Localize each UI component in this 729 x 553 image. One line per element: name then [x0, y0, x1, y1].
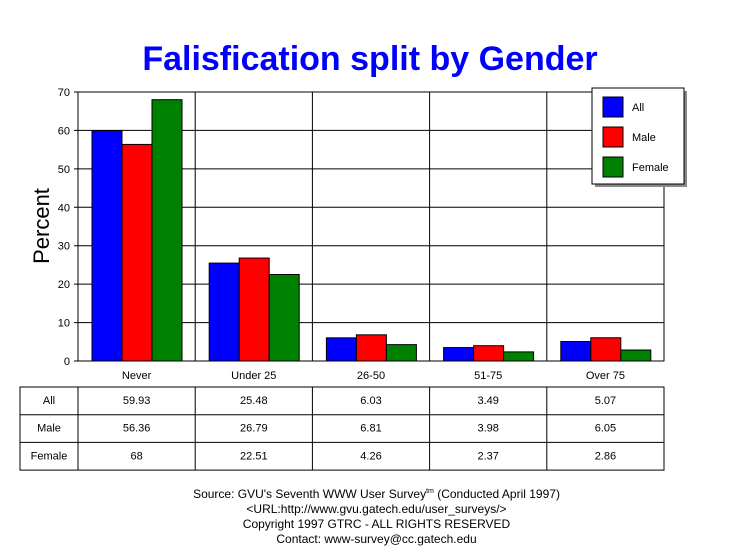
table-row-label: Male [37, 423, 61, 435]
tm-mark: tm [426, 488, 434, 495]
table-cell: 6.81 [360, 423, 381, 435]
bar-all [325, 337, 357, 362]
table-cell: 68 [130, 450, 142, 462]
y-tick-label: 60 [58, 125, 70, 137]
chart-title: Falisfication split by Gender [142, 40, 597, 78]
table-cell: 59.93 [123, 395, 151, 407]
data-table [19, 386, 665, 471]
legend-label-male: Male [632, 132, 656, 144]
table-cell: 56.36 [123, 423, 151, 435]
table-row-label: Female [31, 450, 68, 462]
bar-female [620, 349, 652, 362]
source-text: Source: GVU's Seventh WWW User Survey [193, 487, 427, 501]
bar-female [268, 273, 300, 362]
contact-text: Contact: www-survey@cc.gatech.edu [276, 532, 477, 546]
bar-all [560, 341, 592, 362]
x-tick-label: 26-50 [357, 370, 385, 382]
x-tick-label: Never [122, 370, 152, 382]
bar-male [590, 337, 622, 362]
table-cell: 3.49 [477, 395, 498, 407]
y-tick-label: 40 [58, 202, 70, 214]
x-tick-label: Under 25 [231, 370, 276, 382]
table-cell: 2.86 [595, 450, 616, 462]
bar-female [503, 351, 535, 362]
bar-all [91, 130, 123, 362]
y-tick-label: 50 [58, 164, 70, 176]
table-cell: 26.79 [240, 423, 268, 435]
y-tick-label: 30 [58, 241, 70, 253]
y-tick-label: 10 [58, 318, 70, 330]
footer: Source: GVU's Seventh WWW User Surveytm … [0, 484, 729, 547]
legend-swatch-female [602, 156, 624, 178]
bar-male [355, 334, 387, 362]
table-cell: 3.98 [477, 423, 498, 435]
bar-male [473, 345, 505, 362]
y-tick-label: 70 [58, 87, 70, 99]
table-row-label: All [43, 395, 55, 407]
table-cell: 5.07 [595, 395, 616, 407]
table-cell: 22.51 [240, 450, 268, 462]
legend-label-all: All [632, 102, 644, 114]
y-tick-label: 20 [58, 279, 70, 291]
table-cell: 25.48 [240, 395, 268, 407]
x-tick-label: 51-75 [474, 370, 502, 382]
bar-all [208, 262, 240, 362]
bar-male [238, 257, 270, 362]
table-cell: 2.37 [477, 450, 498, 462]
x-tick-label: Over 75 [586, 370, 625, 382]
table-cell: 6.03 [360, 395, 381, 407]
bar-all [443, 347, 475, 362]
y-tick-label: 0 [64, 356, 70, 368]
legend-label-female: Female [632, 162, 669, 174]
url-text: <URL:http://www.gvu.gatech.edu/user_surv… [246, 502, 507, 516]
legend-swatch-male [602, 126, 624, 148]
bar-male [121, 143, 153, 362]
table-cell: 4.26 [360, 450, 381, 462]
table-cell: 6.05 [595, 423, 616, 435]
y-axis-label: Percent [29, 188, 54, 264]
legend-swatch-all [602, 96, 624, 118]
bar-female [151, 99, 183, 362]
bar-female [385, 344, 417, 362]
copyright-text: Copyright 1997 GTRC - ALL RIGHTS RESERVE… [242, 517, 511, 531]
conducted-text: (Conducted April 1997) [433, 487, 560, 501]
